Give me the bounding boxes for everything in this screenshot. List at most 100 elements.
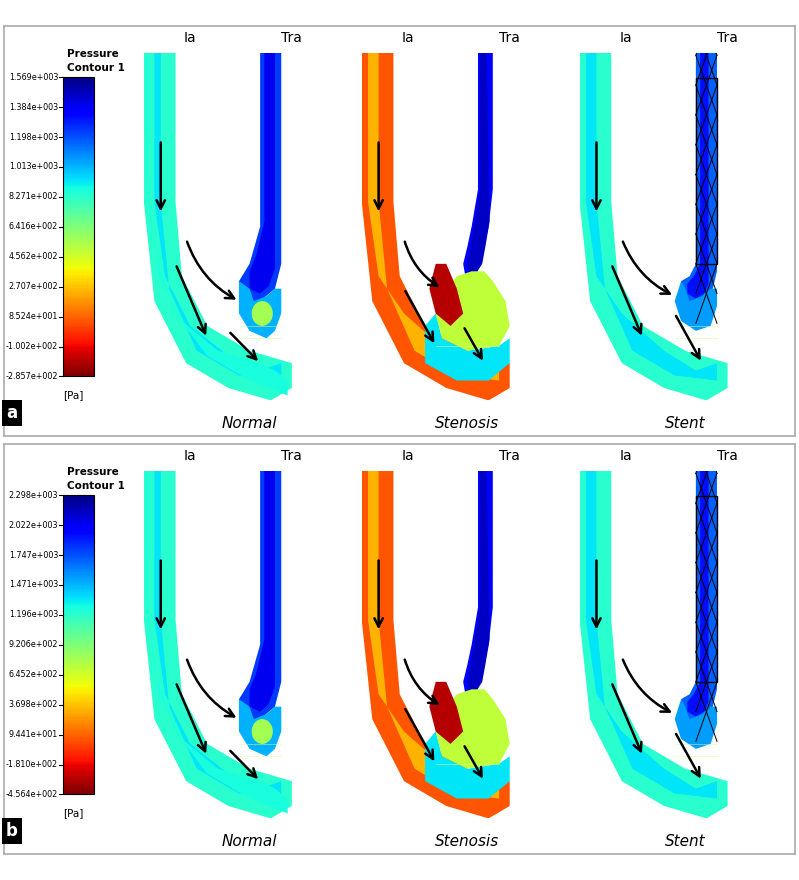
Bar (63, 553, 93, 554)
Bar (63, 143, 93, 145)
Polygon shape (239, 53, 281, 306)
Bar (63, 742, 93, 743)
Bar (63, 365, 93, 366)
Bar (63, 331, 93, 332)
Polygon shape (674, 282, 717, 331)
Bar (63, 320, 93, 321)
Bar (63, 96, 93, 97)
Bar (63, 309, 93, 310)
Bar (63, 752, 93, 753)
Bar (63, 764, 93, 766)
Bar (63, 529, 93, 531)
Bar (63, 142, 93, 143)
Bar (63, 661, 93, 663)
Bar (63, 172, 93, 173)
Bar (63, 531, 93, 532)
Bar (63, 264, 93, 266)
Bar (63, 206, 93, 207)
Bar (63, 114, 93, 116)
Bar (63, 597, 93, 598)
Bar (63, 217, 93, 218)
Bar (63, 359, 93, 360)
Bar (63, 337, 93, 338)
Bar (63, 355, 93, 356)
Bar (63, 514, 93, 515)
Text: Tra: Tra (718, 449, 738, 463)
Bar (63, 708, 93, 709)
Text: 1.013e+003: 1.013e+003 (9, 163, 58, 172)
Bar (63, 139, 93, 140)
Bar (63, 185, 93, 186)
Polygon shape (239, 700, 281, 756)
Bar (63, 561, 93, 563)
Bar (63, 89, 93, 90)
Bar (63, 138, 93, 139)
Bar (63, 368, 93, 370)
Bar (63, 375, 93, 377)
Bar (63, 270, 93, 271)
Bar (696, 495, 717, 682)
Bar (63, 616, 93, 617)
Bar (63, 725, 93, 727)
Bar (63, 204, 93, 206)
Bar (63, 702, 93, 703)
Bar (63, 574, 93, 575)
Bar (63, 607, 93, 609)
Bar (63, 721, 93, 722)
Text: Pressure: Pressure (67, 467, 119, 477)
Text: -4.564e+002: -4.564e+002 (6, 790, 58, 799)
Bar (63, 500, 93, 501)
Bar (63, 374, 93, 375)
Bar (63, 508, 93, 510)
Text: Contour 1: Contour 1 (67, 481, 125, 491)
Bar (63, 268, 93, 269)
Bar (63, 140, 93, 142)
Bar (63, 495, 93, 496)
Bar (63, 570, 93, 571)
Bar (63, 339, 93, 341)
Bar (63, 694, 93, 695)
Bar (63, 564, 93, 565)
Text: Contour 1: Contour 1 (67, 63, 125, 73)
Text: -1.002e+002: -1.002e+002 (6, 342, 58, 351)
Bar (63, 784, 93, 785)
Bar (63, 598, 93, 599)
Bar (63, 757, 93, 759)
Bar (63, 547, 93, 549)
Bar (63, 351, 93, 352)
Bar (63, 727, 93, 728)
Bar (63, 345, 93, 346)
Text: [Pa]: [Pa] (63, 809, 84, 818)
Bar (63, 164, 93, 165)
Polygon shape (687, 471, 709, 716)
Bar (63, 503, 93, 504)
Bar (63, 707, 93, 708)
Bar (63, 210, 93, 211)
Bar (63, 520, 93, 521)
Bar (63, 342, 93, 344)
Bar (63, 717, 93, 718)
Bar (63, 305, 93, 306)
Bar (63, 513, 93, 514)
Bar (63, 614, 93, 616)
Bar (63, 687, 93, 688)
Bar (63, 536, 93, 538)
Bar (63, 684, 93, 685)
Bar (63, 709, 93, 710)
Bar (63, 609, 93, 610)
Polygon shape (681, 53, 717, 306)
Text: 6.452e+002: 6.452e+002 (9, 671, 58, 679)
Bar (63, 290, 93, 291)
Bar (63, 647, 93, 649)
Bar (63, 300, 93, 302)
Bar (63, 278, 93, 280)
Text: Tra: Tra (718, 31, 738, 45)
Bar (63, 501, 93, 502)
Bar (63, 584, 93, 585)
Bar (63, 341, 93, 342)
Text: 1.196e+003: 1.196e+003 (9, 611, 58, 620)
Bar (63, 699, 93, 700)
Bar (63, 283, 93, 284)
Bar (63, 117, 93, 118)
Bar (63, 232, 93, 234)
